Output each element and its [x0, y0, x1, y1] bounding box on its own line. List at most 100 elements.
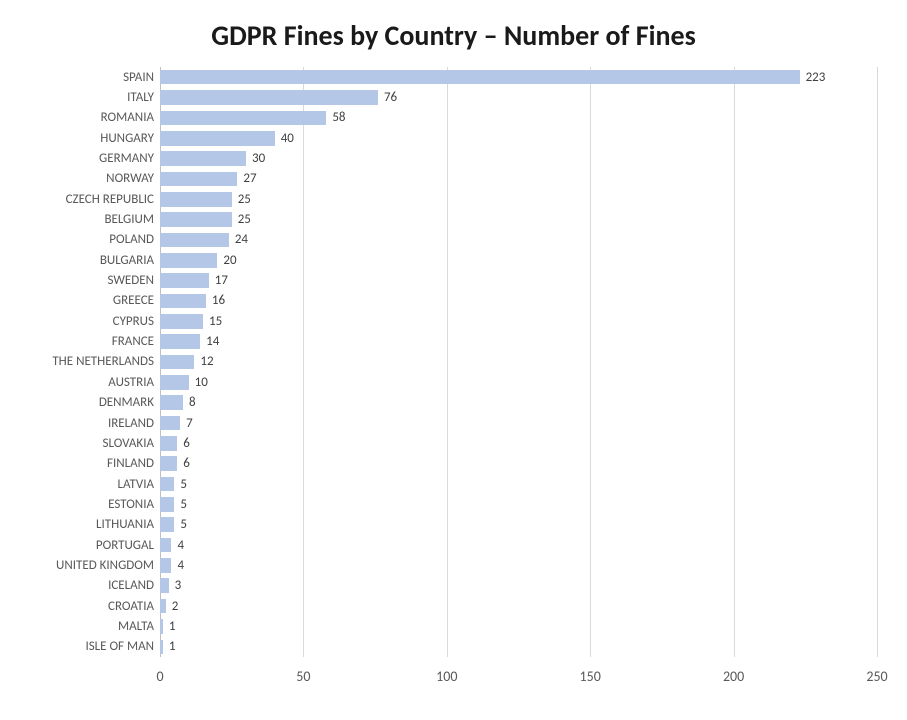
bar-row: NORWAY27: [160, 172, 877, 187]
bar-row: LATVIA5: [160, 477, 877, 492]
category-label: THE NETHERLANDS: [20, 354, 160, 369]
category-label: DENMARK: [20, 395, 160, 410]
bar: [160, 375, 189, 390]
bar-value-label: 1: [169, 639, 176, 654]
bar: [160, 436, 177, 451]
bar-value-label: 14: [206, 334, 219, 349]
bar: [160, 578, 169, 593]
bar-value-label: 2: [172, 599, 179, 614]
category-label: AUSTRIA: [20, 375, 160, 390]
bar: [160, 355, 194, 370]
bar-row: POLAND24: [160, 233, 877, 248]
bar-value-label: 7: [186, 416, 193, 431]
x-axis-tick-label: 50: [296, 668, 310, 685]
bar-row: FRANCE14: [160, 334, 877, 349]
bar-row: ROMANIA58: [160, 111, 877, 126]
bar-value-label: 30: [252, 151, 265, 166]
bar-row: HUNGARY40: [160, 131, 877, 146]
category-label: FRANCE: [20, 334, 160, 349]
bar-value-label: 16: [212, 293, 225, 308]
bar: [160, 456, 177, 471]
category-label: BULGARIA: [20, 253, 160, 268]
bar-row: DENMARK8: [160, 395, 877, 410]
bar-row: LITHUANIA5: [160, 517, 877, 532]
bar-row: THE NETHERLANDS12: [160, 355, 877, 370]
bar-row: ITALY76: [160, 90, 877, 105]
bar: [160, 70, 800, 85]
bar-value-label: 76: [384, 90, 397, 105]
bar-value-label: 4: [177, 558, 184, 573]
x-axis-tick-label: 200: [723, 668, 744, 685]
bar-value-label: 5: [180, 517, 187, 532]
bar: [160, 212, 232, 227]
bar-row: GERMANY30: [160, 151, 877, 166]
category-label: MALTA: [20, 619, 160, 634]
bar: [160, 599, 166, 614]
category-label: PORTUGAL: [20, 538, 160, 553]
bar: [160, 497, 174, 512]
category-label: POLAND: [20, 232, 160, 247]
bar: [160, 619, 163, 634]
category-label: HUNGARY: [20, 131, 160, 146]
bar-value-label: 27: [243, 171, 256, 186]
bar-row: BULGARIA20: [160, 253, 877, 268]
bar: [160, 192, 232, 207]
bar-value-label: 5: [180, 497, 187, 512]
bar-value-label: 6: [183, 436, 190, 451]
gridline: [877, 67, 878, 657]
bar: [160, 538, 171, 553]
bar: [160, 416, 180, 431]
bar-value-label: 223: [806, 70, 826, 85]
chart-title: GDPR Fines by Country – Number of Fines: [30, 18, 877, 53]
bar-row: SPAIN223: [160, 70, 877, 85]
category-label: LATVIA: [20, 477, 160, 492]
bars-group: SPAIN223 ITALY76 ROMANIA58 HUNGARY40 GERMANY…: [160, 67, 877, 657]
bar: [160, 517, 174, 532]
category-label: IRELAND: [20, 416, 160, 431]
category-label: GERMANY: [20, 151, 160, 166]
bar-row: ESTONIA5: [160, 497, 877, 512]
x-axis-tick-label: 150: [580, 668, 601, 685]
bar-row: AUSTRIA10: [160, 375, 877, 390]
bar-value-label: 12: [200, 354, 213, 369]
bar: [160, 253, 217, 268]
category-label: SLOVAKIA: [20, 436, 160, 451]
bar-value-label: 1: [169, 619, 176, 634]
x-axis-labels: 050100150200250: [160, 665, 877, 685]
x-axis-tick-label: 100: [436, 668, 457, 685]
bar-value-label: 17: [215, 273, 228, 288]
bar-row: GREECE16: [160, 294, 877, 309]
bar-row: IRELAND7: [160, 416, 877, 431]
bar-row: UNITED KINGDOM4: [160, 558, 877, 573]
bar: [160, 395, 183, 410]
bar: [160, 111, 326, 126]
bar-row: SLOVAKIA6: [160, 436, 877, 451]
category-label: SWEDEN: [20, 273, 160, 288]
bar: [160, 151, 246, 166]
category-label: SPAIN: [20, 70, 160, 85]
category-label: LITHUANIA: [20, 517, 160, 532]
category-label: ESTONIA: [20, 497, 160, 512]
bar: [160, 477, 174, 492]
bar-row: FINLAND6: [160, 456, 877, 471]
bar-value-label: 24: [235, 232, 248, 247]
bar-value-label: 25: [238, 192, 251, 207]
bar: [160, 90, 378, 105]
chart-container: GDPR Fines by Country – Number of Fines …: [0, 0, 907, 720]
category-label: FINLAND: [20, 456, 160, 471]
category-label: CROATIA: [20, 599, 160, 614]
bar-row: CROATIA2: [160, 599, 877, 614]
bar-value-label: 15: [209, 314, 222, 329]
bar: [160, 172, 237, 187]
bar-value-label: 40: [281, 131, 294, 146]
bar: [160, 273, 209, 288]
bar-value-label: 5: [180, 477, 187, 492]
bar-row: CYPRUS15: [160, 314, 877, 329]
category-label: ISLE OF MAN: [20, 639, 160, 654]
bar-row: BELGIUM25: [160, 212, 877, 227]
x-axis-tick-label: 250: [866, 668, 887, 685]
plot-area: SPAIN223 ITALY76 ROMANIA58 HUNGARY40 GERMANY…: [160, 67, 877, 685]
bar-row: ICELAND3: [160, 578, 877, 593]
bar: [160, 640, 163, 655]
bar: [160, 558, 171, 573]
